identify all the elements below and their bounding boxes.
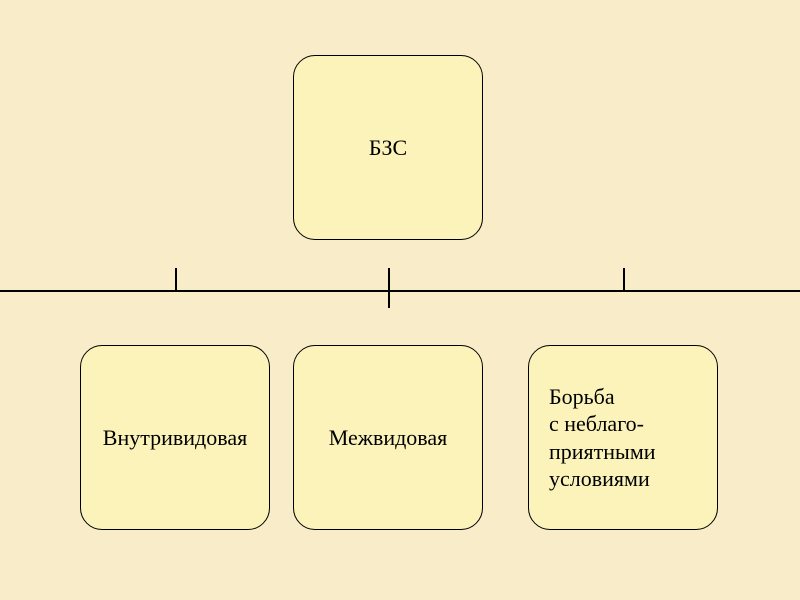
connector-tick-right — [623, 268, 625, 290]
child-node-1: Внутривидовая — [80, 345, 270, 530]
child-node-3-label: Борьба с неблаго- приятными условиями — [549, 383, 656, 493]
connector-horizontal-line — [0, 290, 800, 292]
child-node-3: Борьба с неблаго- приятными условиями — [528, 345, 718, 530]
child-node-1-label: Внутривидовая — [103, 424, 247, 452]
root-node-label: БЗС — [369, 134, 407, 162]
child-node-2: Межвидовая — [293, 345, 483, 530]
root-node: БЗС — [293, 55, 483, 240]
connector-tick-left — [175, 268, 177, 290]
child-node-2-label: Межвидовая — [329, 424, 448, 452]
diagram-canvas: БЗС Внутривидовая Межвидовая Борьба с не… — [0, 0, 800, 600]
connector-tick-center — [388, 268, 390, 308]
